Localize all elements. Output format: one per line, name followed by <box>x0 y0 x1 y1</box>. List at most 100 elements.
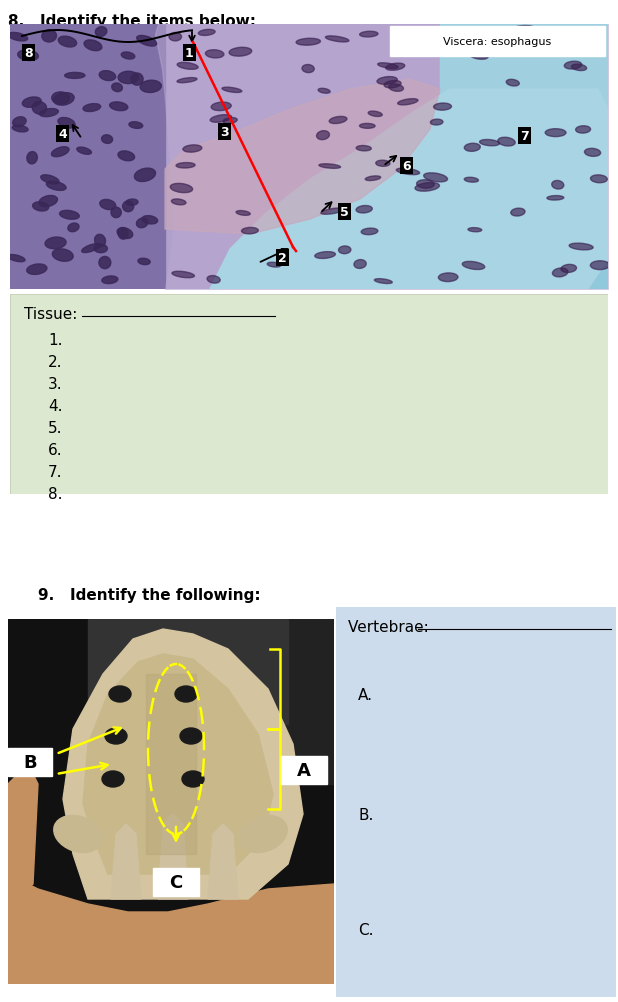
Text: 8.   Identify the items below:: 8. Identify the items below: <box>8 14 256 29</box>
Ellipse shape <box>182 772 204 788</box>
Ellipse shape <box>368 112 383 117</box>
Ellipse shape <box>112 84 122 92</box>
Ellipse shape <box>39 196 57 207</box>
Ellipse shape <box>569 30 591 37</box>
Ellipse shape <box>356 146 371 151</box>
Ellipse shape <box>378 64 398 69</box>
Ellipse shape <box>223 118 237 124</box>
Ellipse shape <box>111 208 121 218</box>
Ellipse shape <box>99 71 116 81</box>
Bar <box>153 868 199 896</box>
Ellipse shape <box>58 37 77 48</box>
Ellipse shape <box>424 173 447 182</box>
Ellipse shape <box>547 196 564 200</box>
Ellipse shape <box>462 263 485 271</box>
Ellipse shape <box>22 98 41 108</box>
Polygon shape <box>208 825 238 899</box>
Ellipse shape <box>84 41 102 52</box>
Text: 7: 7 <box>520 130 529 143</box>
Ellipse shape <box>82 244 100 254</box>
Ellipse shape <box>552 269 568 278</box>
Ellipse shape <box>7 256 25 263</box>
Bar <box>158 619 334 785</box>
Bar <box>8 748 52 777</box>
Text: 9.   Identify the following:: 9. Identify the following: <box>38 587 261 602</box>
Ellipse shape <box>205 51 224 59</box>
Ellipse shape <box>12 117 26 127</box>
Polygon shape <box>210 90 608 290</box>
Text: 3.: 3. <box>48 377 62 392</box>
Ellipse shape <box>468 228 482 232</box>
Ellipse shape <box>118 151 135 161</box>
Ellipse shape <box>109 103 128 111</box>
Ellipse shape <box>569 243 593 250</box>
Ellipse shape <box>480 140 499 146</box>
Ellipse shape <box>329 117 347 124</box>
Ellipse shape <box>177 78 197 83</box>
Text: 6.: 6. <box>48 443 62 458</box>
Bar <box>390 27 605 57</box>
Ellipse shape <box>464 144 480 152</box>
Ellipse shape <box>470 53 488 60</box>
Ellipse shape <box>222 88 242 93</box>
Ellipse shape <box>561 266 577 274</box>
Ellipse shape <box>318 89 330 94</box>
Ellipse shape <box>267 263 281 268</box>
Ellipse shape <box>360 32 378 38</box>
Polygon shape <box>165 80 440 234</box>
Ellipse shape <box>51 147 69 157</box>
Ellipse shape <box>8 33 28 42</box>
Ellipse shape <box>302 65 315 73</box>
Text: 7.: 7. <box>48 465 62 480</box>
Ellipse shape <box>396 169 420 175</box>
Ellipse shape <box>172 272 195 279</box>
Bar <box>440 25 608 199</box>
Polygon shape <box>158 815 188 899</box>
Ellipse shape <box>65 73 85 79</box>
Ellipse shape <box>365 176 381 181</box>
Ellipse shape <box>207 277 220 284</box>
Ellipse shape <box>175 686 197 702</box>
Text: B: B <box>23 754 37 772</box>
Ellipse shape <box>94 244 108 254</box>
Text: 4: 4 <box>58 128 67 141</box>
Ellipse shape <box>360 124 375 129</box>
Ellipse shape <box>46 182 66 191</box>
Polygon shape <box>63 629 303 899</box>
Ellipse shape <box>138 259 150 266</box>
Ellipse shape <box>590 175 607 183</box>
Ellipse shape <box>339 246 351 255</box>
Ellipse shape <box>171 199 186 205</box>
Ellipse shape <box>68 223 79 232</box>
Ellipse shape <box>377 77 397 85</box>
Ellipse shape <box>95 235 106 247</box>
Ellipse shape <box>134 169 156 182</box>
Ellipse shape <box>354 261 366 270</box>
Ellipse shape <box>384 81 401 89</box>
Ellipse shape <box>33 202 49 211</box>
Ellipse shape <box>198 30 215 36</box>
Ellipse shape <box>236 211 250 216</box>
Ellipse shape <box>122 201 133 212</box>
Ellipse shape <box>229 48 252 57</box>
Polygon shape <box>8 765 38 924</box>
Ellipse shape <box>101 135 112 144</box>
Text: A: A <box>297 762 311 780</box>
Ellipse shape <box>131 74 143 86</box>
Polygon shape <box>111 825 141 899</box>
Text: Tissue:: Tissue: <box>24 307 77 322</box>
Ellipse shape <box>545 129 566 137</box>
Ellipse shape <box>99 258 111 270</box>
Ellipse shape <box>397 99 418 106</box>
Ellipse shape <box>140 81 161 93</box>
Ellipse shape <box>137 36 156 47</box>
Ellipse shape <box>375 280 392 285</box>
Ellipse shape <box>137 218 148 228</box>
Ellipse shape <box>415 183 439 192</box>
Ellipse shape <box>102 772 124 788</box>
Ellipse shape <box>118 72 138 84</box>
Ellipse shape <box>430 120 443 126</box>
Text: 8: 8 <box>24 47 33 60</box>
Polygon shape <box>83 654 273 874</box>
Ellipse shape <box>41 175 59 184</box>
